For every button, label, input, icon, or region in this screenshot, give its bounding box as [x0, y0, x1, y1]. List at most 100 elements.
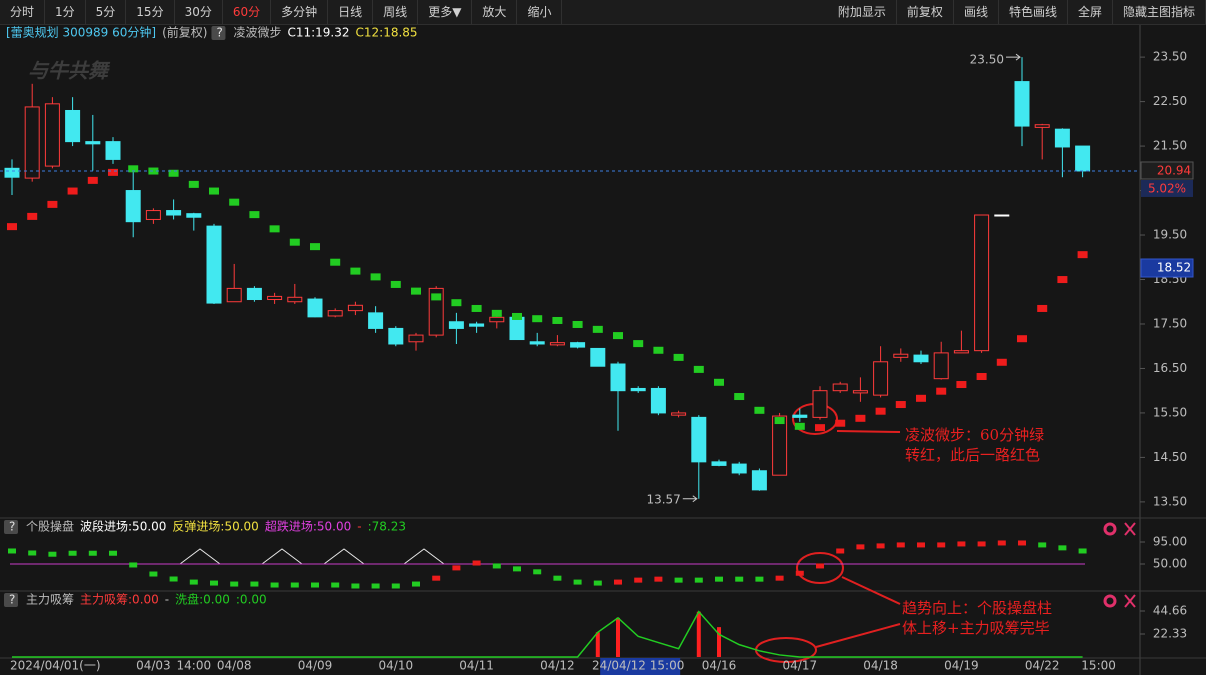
- panel-title: 主力吸筹: [26, 593, 74, 607]
- candle-body: [913, 354, 929, 363]
- toolbar-button[interactable]: 更多▼: [418, 0, 473, 24]
- signal-bar: [795, 570, 804, 576]
- change-label: 5.02%: [1148, 181, 1186, 195]
- toolbar-button[interactable]: 60分: [223, 0, 272, 24]
- y-tick-label: 21.50: [1153, 139, 1187, 153]
- accumulation-bar: [616, 617, 620, 657]
- signal-bar: [694, 577, 703, 583]
- candle-body: [671, 412, 687, 416]
- candle-body: [974, 214, 990, 352]
- y-tick-label: 16.50: [1153, 361, 1187, 375]
- toolbar-button[interactable]: 1分: [45, 0, 86, 24]
- x-tick-label: 04/08: [217, 659, 252, 673]
- legend-value: :78.23: [368, 520, 406, 534]
- step-marker: [411, 287, 421, 295]
- step-marker: [168, 169, 179, 177]
- candle-body: [1014, 81, 1030, 127]
- toolbar-button[interactable]: 全屏: [1068, 0, 1113, 24]
- close-icon[interactable]: [1124, 594, 1136, 608]
- signal-bar: [533, 569, 542, 575]
- signal-bar: [573, 579, 582, 585]
- step-marker: [693, 365, 704, 373]
- step-marker: [835, 419, 846, 427]
- step-marker: [350, 267, 361, 275]
- close-icon[interactable]: [1124, 522, 1136, 536]
- candle-body: [1034, 124, 1050, 128]
- watermark: 与牛共舞: [28, 59, 111, 83]
- toolbar-button[interactable]: 隐藏主图指标: [1113, 0, 1206, 24]
- x-tick-label: 04/10: [379, 659, 414, 673]
- legend-value: 反弹进场:50.00: [172, 520, 258, 534]
- toolbar-button[interactable]: 缩小: [517, 0, 563, 24]
- candle-body: [125, 190, 141, 223]
- signal-bar: [755, 576, 764, 582]
- x-tick-label: 04/16: [702, 659, 737, 673]
- candle-body: [469, 323, 485, 327]
- candle-body: [731, 463, 747, 474]
- price-box: [1140, 161, 1194, 180]
- signal-bar: [48, 551, 57, 557]
- settings-icon[interactable]: [1103, 522, 1117, 536]
- toolbar-button[interactable]: 15分: [126, 0, 175, 24]
- help-box: [211, 26, 226, 40]
- candle-body: [812, 390, 828, 418]
- signal-bar: [88, 550, 97, 556]
- callout-line: [841, 576, 901, 605]
- candle-body: [570, 342, 586, 348]
- candle-body: [327, 310, 343, 317]
- toolbar-button[interactable]: 画线: [954, 0, 999, 24]
- x-cursor-box: [600, 658, 681, 675]
- step-marker: [47, 200, 58, 208]
- step-marker: [390, 280, 401, 288]
- step-marker: [108, 168, 118, 176]
- step-marker: [936, 387, 947, 395]
- accumulation-bar: [595, 632, 600, 657]
- x-tick-label: 14:00: [177, 659, 212, 673]
- panel-tools: [1103, 522, 1136, 608]
- toolbar-button[interactable]: 特色画线: [999, 0, 1068, 24]
- signal-bar: [634, 577, 643, 583]
- toolbar-button[interactable]: 分时: [0, 0, 46, 24]
- candle-body: [105, 141, 121, 160]
- candle-body: [206, 225, 222, 304]
- signal-bar: [290, 582, 299, 588]
- step-marker: [774, 417, 785, 425]
- signal-bar: [492, 563, 501, 569]
- toolbar-button[interactable]: 30分: [175, 0, 223, 24]
- toolbar-button[interactable]: 多分钟: [271, 0, 329, 24]
- signal-bar: [1018, 540, 1026, 546]
- toolbar-button[interactable]: 放大: [472, 0, 518, 24]
- x-tick-label: 24/04/12 15:00: [592, 659, 684, 673]
- step-marker: [815, 424, 825, 432]
- cursor-label: 18.52: [1157, 261, 1191, 275]
- toolbar-button[interactable]: 5分: [86, 0, 127, 24]
- signal-bar: [412, 581, 420, 587]
- candle-body: [610, 363, 626, 392]
- low-label: 13.57: [646, 492, 680, 506]
- toolbar-button[interactable]: 附加显示: [828, 0, 897, 24]
- signal-peak: [179, 548, 221, 565]
- signal-bar: [189, 579, 198, 585]
- help-icon: ?: [9, 520, 15, 534]
- high-arrow: [1006, 53, 1021, 61]
- toolbar-button[interactable]: 日线: [328, 0, 374, 24]
- step-marker: [532, 315, 543, 323]
- settings-icon[interactable]: [1103, 594, 1117, 608]
- y-tick-label: 44.66: [1153, 603, 1187, 617]
- signal-bar: [593, 580, 602, 586]
- help-box: [4, 520, 18, 534]
- step-marker: [491, 309, 502, 317]
- callout-line: [836, 430, 901, 433]
- toolbar-button[interactable]: 周线: [373, 0, 419, 24]
- y-tick-label: 19.50: [1153, 228, 1187, 242]
- signal-bar: [836, 548, 845, 554]
- annotation-note: 趋势向上：个股操盘柱: [902, 599, 1052, 617]
- signal-bar: [68, 550, 77, 556]
- toolbar-button[interactable]: 前复权: [897, 0, 954, 24]
- step-marker: [1037, 304, 1048, 312]
- indicator-name: 凌波微步: [233, 26, 281, 40]
- y-tick-label: 22.50: [1153, 94, 1187, 108]
- x-tick-label: 04/19: [944, 659, 979, 673]
- signal-bar: [230, 581, 239, 587]
